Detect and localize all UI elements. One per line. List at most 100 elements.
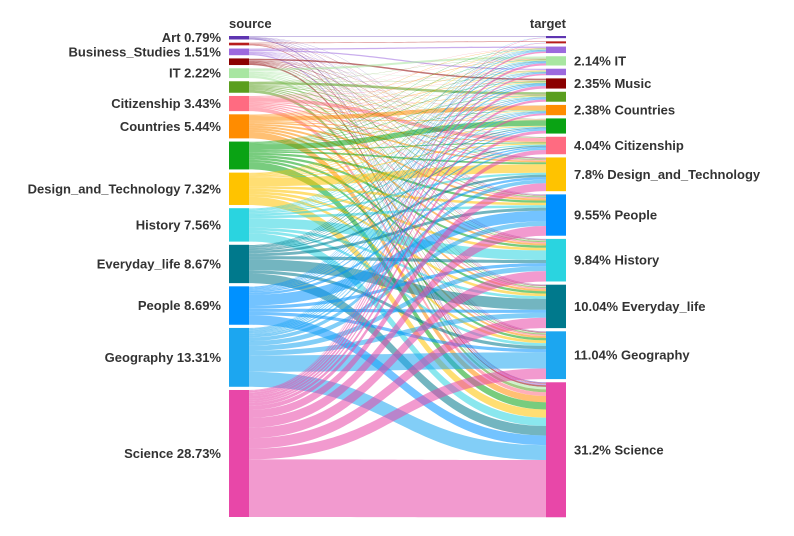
target-node-citizenship[interactable]	[546, 136, 566, 155]
link-everyday-life-to-t6	[249, 97, 546, 249]
link-people-to-citizenship	[249, 146, 546, 293]
target-node-unlabeled-8[interactable]	[546, 118, 566, 134]
link-art-to-design-and-technology	[249, 37, 546, 158]
link-art-to-history	[249, 37, 546, 240]
link-history-to-t8	[249, 126, 546, 213]
link-business-studies-to-people	[249, 52, 546, 196]
link-science-to-countries	[249, 113, 546, 403]
link-geography-to-people	[249, 221, 546, 346]
target-node-unlabeled-2[interactable]	[546, 46, 566, 54]
link-science-to-history	[249, 271, 546, 439]
link-s8-to-design-and-technology	[249, 150, 546, 165]
target-node-unlabeled-4[interactable]	[546, 68, 566, 76]
link-people-to-countries	[249, 111, 546, 291]
source-node-unlabeled-3[interactable]	[229, 58, 249, 66]
link-geography-to-t8	[249, 129, 546, 336]
link-science-to-music	[249, 86, 546, 399]
link-science-to-t8	[249, 130, 546, 406]
link-citizenship-to-countries	[249, 97, 546, 106]
source-label-business-studies: Business_Studies 1.51%	[69, 44, 222, 59]
link-business-studies-to-geography	[249, 53, 546, 333]
link-history-to-countries	[249, 110, 546, 212]
link-history-to-music	[249, 82, 546, 211]
link-geography-to-t0	[249, 37, 546, 329]
source-node-people[interactable]	[229, 286, 249, 325]
link-history-to-citizenship	[249, 144, 546, 214]
target-label-music: 2.35% Music	[574, 76, 651, 91]
link-countries-to-it	[249, 59, 546, 116]
source-node-business-studies[interactable]	[229, 48, 249, 56]
source-node-it[interactable]	[229, 68, 249, 79]
target-label-science: 31.2% Science	[574, 442, 664, 457]
link-people-to-t2	[249, 50, 546, 288]
source-node-everyday-life[interactable]	[229, 244, 249, 284]
link-people-to-t8	[249, 128, 546, 292]
link-citizenship-to-t6	[249, 94, 546, 98]
target-label-citizenship: 4.04% Citizenship	[574, 138, 684, 153]
sankey-links	[249, 36, 546, 518]
target-node-unlabeled-0[interactable]	[546, 36, 566, 39]
target-node-people[interactable]	[546, 194, 566, 236]
link-it-to-it	[249, 56, 546, 71]
source-label-citizenship: Citizenship 3.43%	[111, 96, 221, 111]
link-s1-to-design-and-technology	[249, 43, 546, 158]
source-label-history: History 7.56%	[136, 217, 222, 232]
link-s3-to-music	[249, 58, 546, 81]
link-science-to-t2	[249, 51, 546, 393]
link-s5-to-music	[249, 80, 546, 83]
link-design-and-technology-to-t4	[249, 71, 546, 175]
link-science-to-it	[249, 63, 546, 395]
link-geography-to-t2	[249, 50, 546, 330]
target-node-unlabeled-1[interactable]	[546, 41, 566, 44]
link-science-to-t0	[249, 37, 546, 391]
link-s5-to-t8	[249, 84, 546, 120]
source-node-art[interactable]	[229, 36, 249, 40]
link-people-to-t4	[249, 72, 546, 289]
link-business-studies-to-history	[249, 52, 546, 240]
link-science-to-citizenship	[249, 150, 546, 410]
link-citizenship-to-people	[249, 102, 546, 199]
link-countries-to-t2	[249, 48, 546, 115]
link-s5-to-everyday-life	[249, 87, 546, 288]
link-countries-to-t6	[249, 94, 546, 117]
source-node-geography[interactable]	[229, 327, 249, 387]
sankey-nodes	[229, 36, 566, 518]
target-node-science[interactable]	[546, 382, 566, 518]
link-s8-to-music	[249, 81, 546, 144]
source-node-countries[interactable]	[229, 114, 249, 139]
target-node-it[interactable]	[546, 56, 566, 66]
link-geography-to-t4	[249, 72, 546, 331]
link-everyday-life-to-citizenship	[249, 145, 546, 251]
link-science-to-t1	[249, 42, 546, 391]
link-science-to-people	[249, 225, 546, 428]
source-node-unlabeled-1[interactable]	[229, 42, 249, 46]
target-node-history[interactable]	[546, 238, 566, 282]
source-node-design-and-technology[interactable]	[229, 172, 249, 205]
target-node-countries[interactable]	[546, 104, 566, 116]
link-geography-to-music	[249, 84, 546, 333]
link-s5-to-countries	[249, 84, 546, 106]
source-node-unlabeled-5[interactable]	[229, 81, 249, 93]
link-citizenship-to-science	[249, 107, 546, 397]
link-citizenship-to-t4	[249, 70, 546, 97]
link-business-studies-to-design-and-technology	[249, 51, 546, 159]
source-label-everyday-life: Everyday_life 8.67%	[97, 256, 222, 271]
link-geography-to-t6	[249, 98, 546, 334]
link-design-and-technology-to-t2	[249, 49, 546, 174]
source-node-history[interactable]	[229, 208, 249, 242]
source-node-unlabeled-8[interactable]	[229, 141, 249, 170]
target-node-music[interactable]	[546, 78, 566, 89]
target-node-design-and-technology[interactable]	[546, 157, 566, 192]
target-node-unlabeled-6[interactable]	[546, 91, 566, 102]
link-science-to-everyday-life	[249, 317, 546, 449]
target-label-everyday-life: 10.04% Everyday_life	[574, 299, 706, 314]
link-science-to-science	[249, 459, 546, 518]
target-node-everyday-life[interactable]	[546, 284, 566, 329]
link-it-to-music	[249, 70, 546, 81]
source-node-citizenship[interactable]	[229, 95, 249, 112]
source-node-science[interactable]	[229, 389, 249, 517]
target-node-geography[interactable]	[546, 331, 566, 380]
source-label-science: Science 28.73%	[124, 446, 221, 461]
link-people-to-t6	[249, 97, 546, 290]
link-countries-to-design-and-technology	[249, 122, 546, 163]
